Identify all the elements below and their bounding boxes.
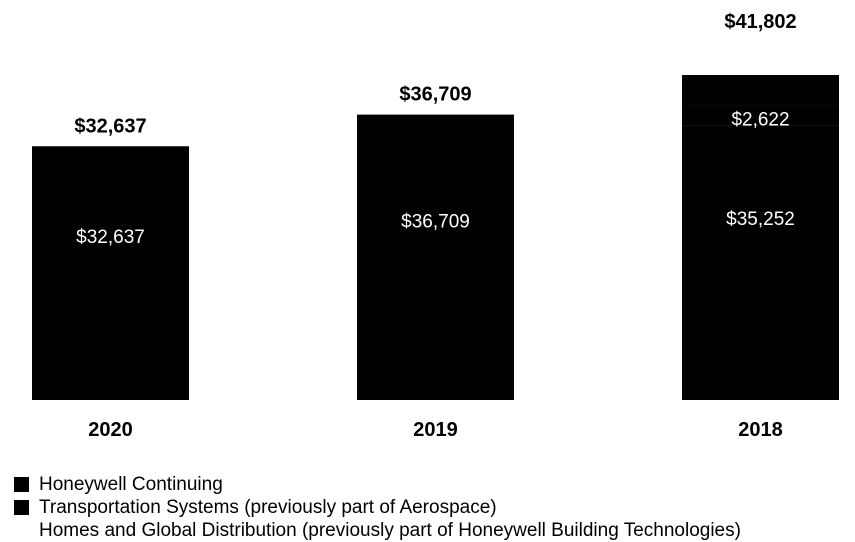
bar-2018-series-0 [682, 125, 839, 401]
data-label: $32,637 [76, 227, 145, 248]
bar-2018-series-1 [682, 105, 839, 126]
bar-2018-series-2 [682, 75, 839, 106]
legend-item-transportation-systems: Transportation Systems (previously part … [14, 496, 741, 519]
total-label: $41,802 [724, 11, 796, 33]
data-label: $35,252 [726, 209, 795, 230]
bar-2019-series-0 [357, 114, 514, 400]
total-label: $32,637 [74, 115, 146, 137]
legend-label: Homes and Global Distribution (previousl… [39, 520, 741, 541]
total-label: $36,709 [399, 84, 471, 106]
bar-2020-series-0 [32, 146, 189, 400]
category-label: 2018 [738, 419, 783, 441]
data-label: $2,622 [731, 110, 789, 131]
chart-legend: Honeywell Continuing Transportation Syst… [14, 473, 741, 542]
category-label: 2020 [88, 419, 133, 441]
legend-swatch [14, 500, 29, 515]
legend-swatch [14, 477, 29, 492]
bar-chart: $32,637 $32,637 2020 $36,709 $36,709 2019 $35,… [32, 11, 839, 441]
legend-label: Transportation Systems (previously part … [39, 497, 497, 518]
legend-label: Honeywell Continuing [39, 474, 223, 495]
data-label: $36,709 [401, 211, 470, 232]
legend-item-honeywell-continuing: Honeywell Continuing [14, 473, 741, 496]
legend-item-homes-global-distribution: Homes and Global Distribution (previousl… [14, 519, 741, 542]
category-label: 2019 [413, 419, 458, 441]
